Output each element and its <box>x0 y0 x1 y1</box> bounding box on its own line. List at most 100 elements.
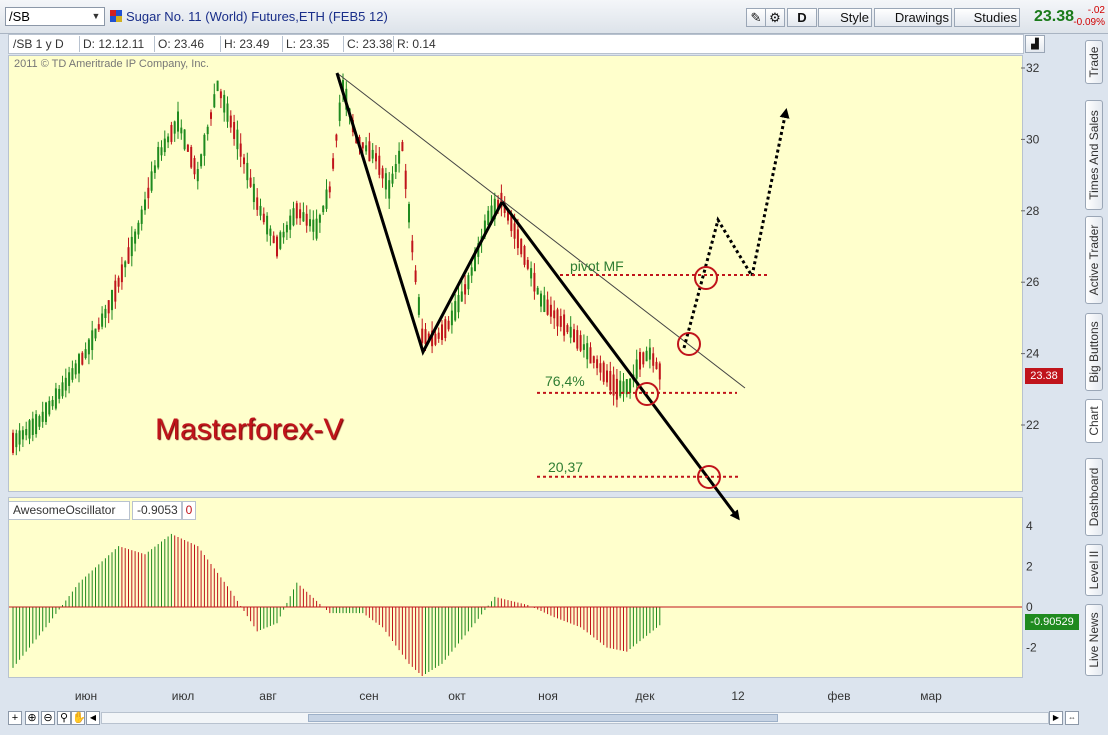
chart-symbol-period[interactable]: /SB 1 y D <box>13 37 64 51</box>
candle-body <box>312 219 315 232</box>
symbol-input[interactable]: /SB ▼ <box>5 7 105 26</box>
candle-body <box>21 430 24 440</box>
divider <box>343 36 344 52</box>
candle-body <box>556 309 559 327</box>
highlight-circle <box>677 332 701 356</box>
x-tick-label: окт <box>448 689 466 703</box>
indicator-name-text: AwesomeOscillator <box>13 503 116 517</box>
candle-body <box>130 236 133 257</box>
highlight-circle <box>697 465 721 489</box>
candle-body <box>295 203 298 219</box>
candle-body <box>309 219 311 227</box>
tab-times-and-sales[interactable]: Times And Sales <box>1085 100 1103 210</box>
level-label: 20,37 <box>548 459 583 475</box>
candle-body <box>91 330 94 351</box>
y-tick-label: 24 <box>1026 347 1040 361</box>
tab-active-trader[interactable]: Active Trader <box>1085 216 1103 304</box>
highlight-circle <box>635 382 659 406</box>
candle-body <box>51 399 54 407</box>
crosshair-icon[interactable]: + <box>8 711 22 725</box>
highlight-circle <box>694 266 718 290</box>
candle-body <box>114 280 117 302</box>
settings-icon[interactable]: ⚙ <box>765 8 785 27</box>
candle-body <box>536 287 539 295</box>
tab-big-buttons[interactable]: Big Buttons <box>1085 313 1103 391</box>
symbol-dropdown-icon[interactable]: ▼ <box>91 11 101 21</box>
top-toolbar: /SB ▼ Sugar No. 11 (World) Futures,ETH (… <box>0 0 1108 34</box>
x-tick-label: ноя <box>538 689 558 703</box>
period-button[interactable]: D <box>787 8 817 27</box>
candle-body <box>213 94 216 108</box>
candle-body <box>375 153 377 162</box>
expand-icon[interactable]: ⇔ <box>1065 711 1079 725</box>
candle-body <box>533 272 536 292</box>
candle-body <box>163 138 166 153</box>
scroll-right-icon[interactable]: ▶ <box>1049 711 1063 725</box>
candle-body <box>474 250 476 272</box>
style-button[interactable]: Style <box>818 8 872 27</box>
style-label: Style <box>840 10 869 25</box>
scroll-left-icon[interactable]: ◀ <box>86 711 100 725</box>
tab-trade[interactable]: Trade <box>1085 40 1103 84</box>
bottom-bar: + ⊕ ⊖ ⚲ ✋ ◀ ▶ ⇔ <box>0 709 1108 735</box>
candle-body <box>411 240 414 253</box>
x-tick-label: мар <box>920 689 942 703</box>
candle-body <box>134 231 137 244</box>
indicator-value-text: -0.9053 <box>137 503 178 517</box>
candle-body <box>97 324 100 330</box>
tab-live-news[interactable]: Live News <box>1085 604 1103 676</box>
candle-body <box>606 370 608 383</box>
candle-body <box>540 293 542 307</box>
horizontal-scrollbar[interactable] <box>101 712 1049 724</box>
candle-body <box>450 310 453 326</box>
symbol-link-icon[interactable] <box>110 10 122 22</box>
tab-dashboard[interactable]: Dashboard <box>1085 458 1103 536</box>
candle-body <box>170 124 173 142</box>
magnifier-icon[interactable]: ⚲ <box>57 711 71 725</box>
candle-body <box>206 126 209 135</box>
divider <box>282 36 283 52</box>
chart-style-icon[interactable]: ▟ <box>1025 35 1045 53</box>
candle-body <box>652 353 655 366</box>
candle-body <box>279 232 282 249</box>
candle-body <box>625 379 628 395</box>
tab-level-ii[interactable]: Level II <box>1085 544 1103 596</box>
candle-body <box>144 199 146 211</box>
x-tick-label: фев <box>828 689 851 703</box>
candle-body <box>467 275 470 290</box>
candle-body <box>41 411 44 422</box>
candle-body <box>487 210 490 226</box>
candle-body <box>447 320 450 330</box>
candle-body <box>104 308 107 319</box>
candle-body <box>28 420 31 439</box>
ao-y-tick-label: 0 <box>1026 600 1033 614</box>
indicator-value: -0.9053 <box>132 501 182 520</box>
candle-body <box>153 165 156 173</box>
candle-body <box>619 380 622 397</box>
indicator-name[interactable]: AwesomeOscillator <box>8 501 130 520</box>
info-high: H: 23.49 <box>224 37 270 51</box>
candle-body <box>569 326 572 338</box>
scrollbar-thumb[interactable] <box>308 714 778 722</box>
candle-body <box>190 146 193 168</box>
pan-icon[interactable]: ✋ <box>71 711 86 725</box>
candle-body <box>427 333 430 342</box>
x-tick-label: июн <box>75 689 97 703</box>
candle-body <box>58 388 61 399</box>
candle-body <box>404 170 407 190</box>
studies-button[interactable]: Studies <box>954 8 1020 27</box>
overlay-group: pivot MF 76,4% 20,37 <box>335 72 790 521</box>
candle-body <box>490 205 493 222</box>
change-value: -.02 <box>1087 5 1105 16</box>
candle-body <box>233 121 236 139</box>
tab-chart[interactable]: Chart <box>1085 399 1103 443</box>
candle-body <box>434 333 437 345</box>
candle-body <box>371 149 374 159</box>
candle-body <box>81 352 84 365</box>
drawings-button[interactable]: Drawings <box>874 8 952 27</box>
zoom-in-icon[interactable]: ⊕ <box>25 711 39 725</box>
candle-body <box>513 223 516 239</box>
zoom-out-icon[interactable]: ⊖ <box>41 711 55 725</box>
candle-body <box>289 215 292 230</box>
